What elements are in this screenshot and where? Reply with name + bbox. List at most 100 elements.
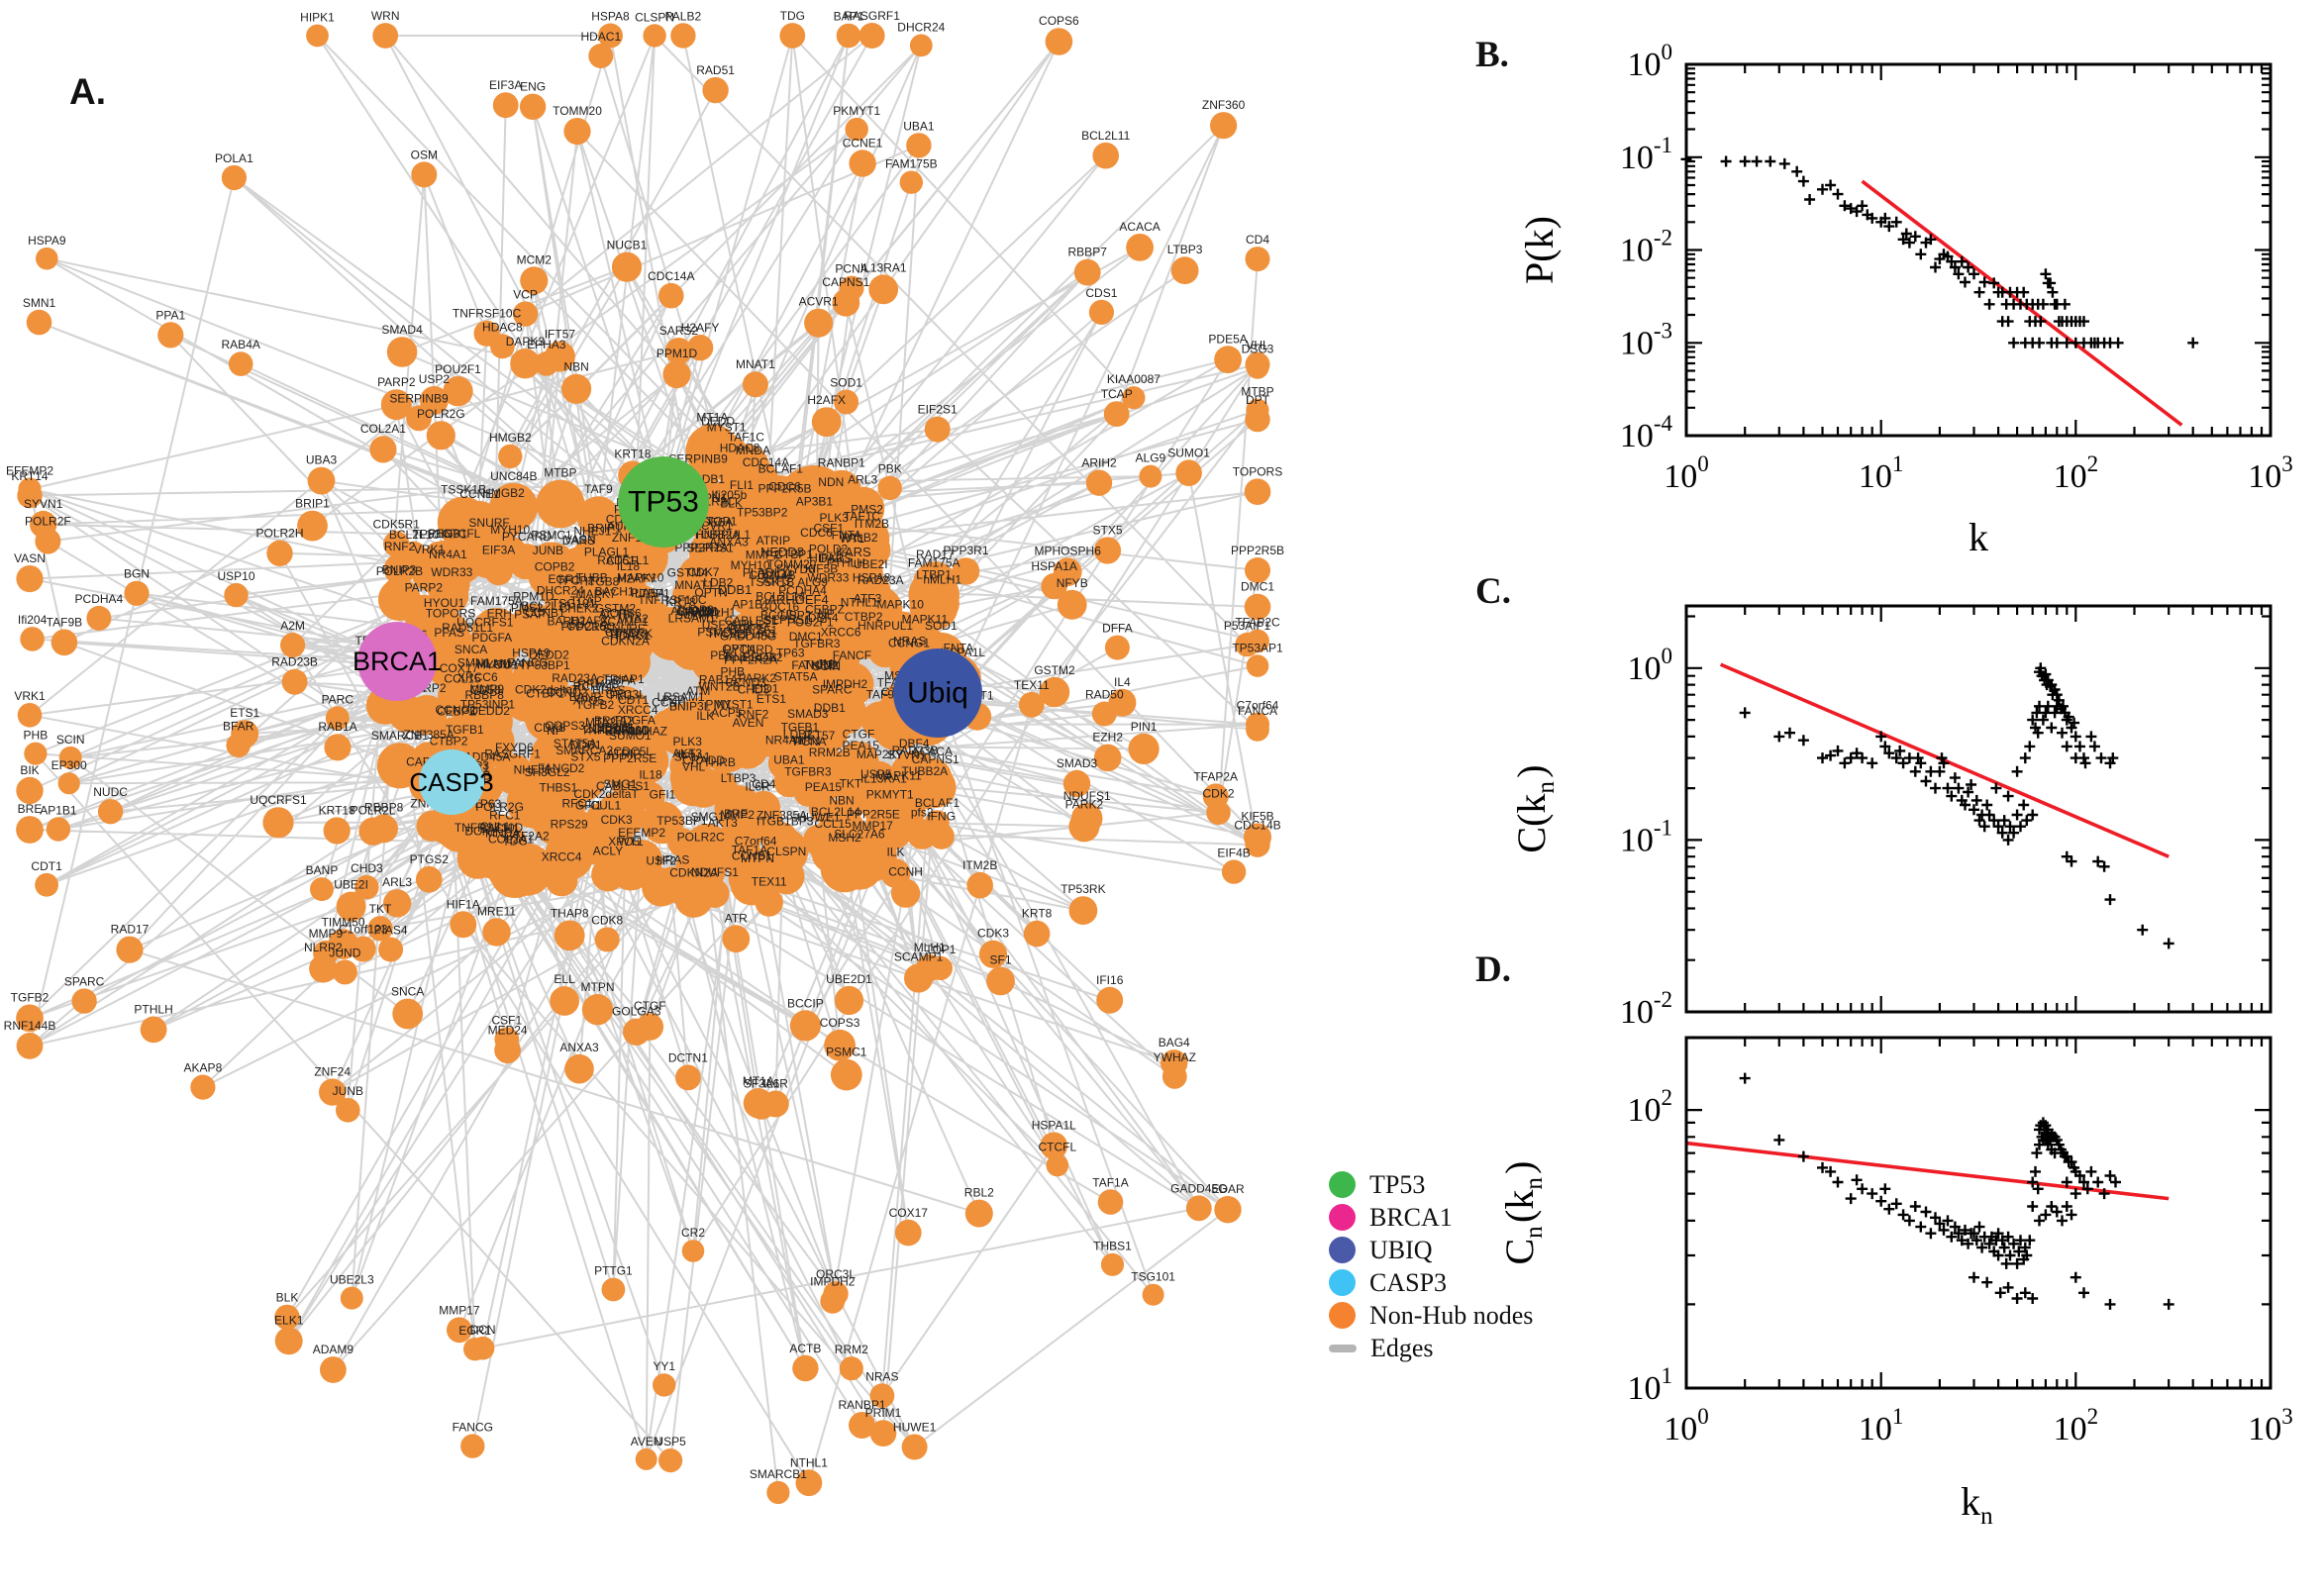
- svg-text:ERH: ERH: [487, 606, 512, 620]
- svg-text:POU2F1: POU2F1: [435, 362, 481, 376]
- svg-text:EZH2: EZH2: [1092, 731, 1123, 745]
- svg-text:FXYD6: FXYD6: [776, 562, 815, 576]
- svg-text:HSPA9: HSPA9: [512, 647, 551, 660]
- svg-text:HMGB2: HMGB2: [489, 431, 532, 445]
- svg-text:KRT14: KRT14: [11, 469, 48, 483]
- svg-text:ILK: ILK: [886, 845, 904, 858]
- svg-text:RAD51: RAD51: [696, 63, 735, 77]
- svg-text:UBA1: UBA1: [903, 119, 935, 133]
- svg-text:Ifi204: Ifi204: [18, 613, 48, 627]
- svg-text:PBK: PBK: [710, 648, 734, 662]
- svg-text:TOMM20: TOMM20: [767, 557, 817, 571]
- hub-node-tp53: TP53: [618, 456, 709, 548]
- svg-text:HIPK1: HIPK1: [809, 550, 844, 564]
- svg-text:TFCP2: TFCP2: [556, 573, 594, 587]
- svg-text:SMAD4: SMAD4: [381, 323, 423, 337]
- svg-text:SMAD3: SMAD3: [1057, 756, 1098, 770]
- svg-text:MAP2K7: MAP2K7: [857, 748, 904, 761]
- svg-text:MAPK7: MAPK7: [576, 587, 617, 601]
- svg-text:GADD45G: GADD45G: [720, 629, 776, 643]
- svg-text:PYCARD: PYCARD: [724, 643, 773, 656]
- svg-text:FANCG: FANCG: [453, 1420, 493, 1434]
- svg-text:PPP3R1: PPP3R1: [943, 544, 988, 557]
- svg-text:TEX11: TEX11: [1014, 678, 1050, 692]
- svg-text:CD58: CD58: [470, 683, 501, 697]
- svg-text:NLRP2: NLRP2: [304, 941, 343, 954]
- svg-text:UBE2I: UBE2I: [334, 878, 368, 892]
- svg-text:CRADD: CRADD: [682, 753, 725, 767]
- svg-text:ATRIP: ATRIP: [607, 747, 641, 760]
- svg-text:AVEN: AVEN: [733, 716, 764, 730]
- svg-text:TGFB2: TGFB2: [11, 991, 50, 1005]
- legend-item-ubiq: UBIQ: [1329, 1234, 1533, 1266]
- svg-text:PKMYT1: PKMYT1: [866, 788, 914, 802]
- svg-text:IL4: IL4: [1114, 675, 1131, 689]
- svg-text:HSPA8: HSPA8: [853, 570, 891, 584]
- svg-text:PMS2: PMS2: [511, 601, 544, 615]
- svg-text:SPARC: SPARC: [64, 974, 105, 988]
- svg-text:PLK3: PLK3: [820, 511, 850, 525]
- svg-text:SMARCA2: SMARCA2: [556, 744, 613, 757]
- svg-text:Cn (kn ): Cn (kn ): [1497, 1160, 1548, 1264]
- svg-text:ADAM9: ADAM9: [670, 604, 712, 618]
- svg-text:SMARCB1: SMARCB1: [371, 729, 429, 743]
- svg-text:PPM1D: PPM1D: [656, 347, 698, 360]
- svg-text:HNRPUL1: HNRPUL1: [858, 619, 913, 633]
- svg-text:BGN: BGN: [124, 567, 150, 581]
- svg-text:TEX11: TEX11: [752, 874, 787, 888]
- svg-text:MYST1: MYST1: [707, 421, 747, 435]
- svg-text:BLK: BLK: [276, 1291, 299, 1305]
- svg-text:CCNB1: CCNB1: [732, 848, 772, 862]
- svg-text:BFAR: BFAR: [223, 719, 254, 733]
- svg-text:CTCF: CTCF: [606, 554, 638, 568]
- svg-text:CDC14B: CDC14B: [1234, 819, 1280, 833]
- svg-text:SMAD3: SMAD3: [787, 707, 829, 721]
- svg-text:PTHLH: PTHLH: [827, 556, 865, 570]
- svg-text:ACLY: ACLY: [593, 845, 623, 858]
- svg-text:NR4A1: NR4A1: [765, 734, 804, 748]
- svg-text:RAD17: RAD17: [916, 548, 955, 561]
- svg-text:10-4: 10-4: [1620, 411, 1673, 454]
- svg-text:ORC3L: ORC3L: [606, 687, 646, 701]
- svg-text:DEDD2: DEDD2: [469, 704, 510, 718]
- svg-text:MTBP: MTBP: [1241, 385, 1273, 399]
- svg-text:MMP2: MMP2: [746, 549, 780, 562]
- svg-text:KRT8: KRT8: [665, 595, 696, 609]
- svg-text:NBN: NBN: [563, 360, 588, 374]
- svg-text:PCDHA4: PCDHA4: [778, 583, 827, 597]
- svg-text:101: 101: [1859, 1404, 1904, 1447]
- svg-text:MLH1: MLH1: [914, 941, 946, 954]
- svg-text:BANP: BANP: [569, 690, 602, 704]
- svg-text:PDE5A: PDE5A: [1208, 332, 1247, 346]
- svg-text:PCNA: PCNA: [793, 735, 826, 748]
- plot-frame: [1684, 1036, 2272, 1390]
- svg-text:SEPHS1: SEPHS1: [686, 541, 734, 554]
- svg-text:SEPHS1: SEPHS1: [763, 613, 811, 627]
- svg-text:PTTG1: PTTG1: [594, 1264, 633, 1278]
- svg-text:NRAS: NRAS: [865, 1369, 898, 1383]
- svg-text:CCNE1: CCNE1: [843, 136, 883, 150]
- svg-text:102: 102: [2054, 451, 2099, 495]
- svg-text:BRIP1: BRIP1: [295, 497, 330, 511]
- svg-text:COX17: COX17: [889, 1206, 929, 1220]
- svg-text:CDC5L: CDC5L: [614, 745, 654, 758]
- svg-text:CABLES1: CABLES1: [596, 779, 650, 793]
- svg-text:H2AFX: H2AFX: [570, 614, 609, 628]
- hub-node-ubiq: Ubiq: [893, 648, 982, 738]
- svg-text:STX5: STX5: [1092, 523, 1122, 537]
- svg-text:PARP2: PARP2: [405, 581, 444, 595]
- svg-text:CSF1: CSF1: [813, 521, 844, 535]
- svg-text:POLR2L: POLR2L: [351, 804, 396, 818]
- svg-text:CSF1: CSF1: [491, 1013, 522, 1027]
- svg-text:NBN: NBN: [829, 794, 854, 808]
- svg-text:RNF144B: RNF144B: [725, 650, 777, 664]
- svg-text:SMG1: SMG1: [690, 810, 724, 824]
- svg-text:ORC3L: ORC3L: [816, 1267, 856, 1281]
- svg-text:CHD3: CHD3: [351, 861, 383, 875]
- svg-text:USP2: USP2: [780, 609, 812, 623]
- svg-text:USF2: USF2: [646, 854, 676, 868]
- svg-text:CTCFL: CTCFL: [443, 527, 481, 541]
- svg-text:TSG101: TSG101: [1131, 1270, 1175, 1284]
- svg-text:SYVN1: SYVN1: [24, 497, 63, 511]
